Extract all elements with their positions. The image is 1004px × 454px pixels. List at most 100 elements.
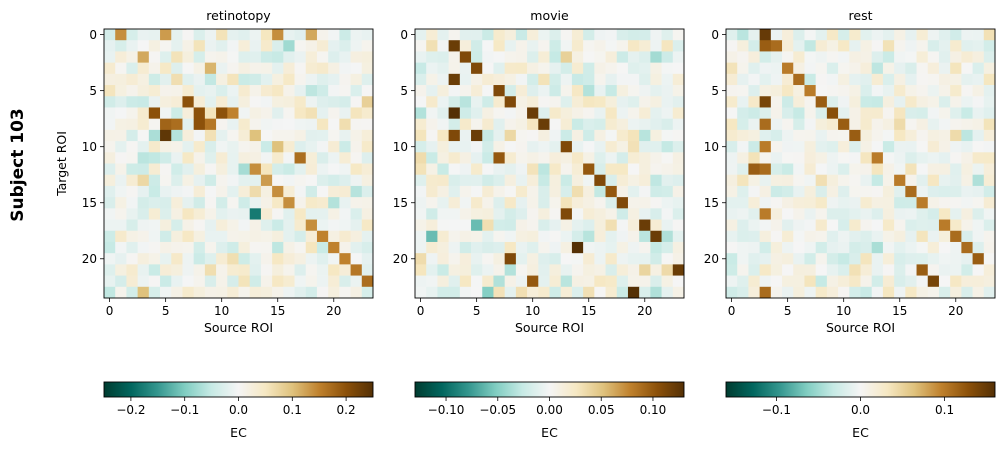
heatmap-cell	[471, 264, 483, 276]
heatmap-cell	[493, 29, 506, 41]
heatmap-cell	[115, 152, 127, 164]
heatmap-cell	[316, 275, 329, 288]
heatmap-cell	[249, 85, 262, 97]
heatmap-cell	[627, 107, 640, 120]
heatmap-cell	[916, 85, 929, 97]
x-tick-label: 0	[728, 304, 736, 318]
heatmap-cell	[361, 85, 374, 97]
heatmap-cell	[594, 62, 606, 75]
heatmap-cell	[415, 40, 427, 52]
heatmap-cell	[361, 141, 374, 153]
heatmap-cell	[193, 219, 206, 232]
heatmap-cell	[459, 62, 472, 75]
heatmap-cell	[437, 152, 449, 164]
heatmap-cell	[538, 107, 550, 120]
heatmap-cell	[126, 107, 138, 120]
heatmap-cell	[860, 96, 873, 108]
heatmap-cell	[894, 73, 906, 86]
heatmap-cell	[770, 208, 783, 220]
heatmap-cell	[238, 219, 251, 232]
heatmap-cell	[504, 107, 517, 120]
heatmap-cell	[583, 286, 595, 299]
heatmap-cell	[493, 96, 506, 108]
heatmap-cell	[148, 219, 161, 232]
heatmap-cell	[448, 96, 461, 108]
heatmap-cell	[672, 96, 685, 108]
heatmap-cell	[950, 96, 962, 108]
heatmap-cell	[860, 29, 873, 41]
heatmap-cell	[515, 118, 528, 131]
heatmap-cell	[983, 129, 996, 142]
heatmap-cell	[894, 29, 906, 41]
heatmap-cell	[437, 197, 449, 209]
y-tick-label: 0	[89, 28, 97, 42]
heatmap-cell	[882, 51, 895, 63]
heatmap-cell	[294, 208, 307, 220]
heatmap-cell	[650, 174, 662, 187]
heatmap-cell	[549, 118, 562, 131]
heatmap-cell	[894, 85, 906, 97]
heatmap-cell	[260, 107, 273, 120]
heatmap-cell	[838, 174, 850, 187]
heatmap-cell	[804, 197, 817, 209]
heatmap-cell	[305, 107, 318, 120]
heatmap-cell	[583, 264, 595, 276]
x-tick-label: 0	[417, 304, 425, 318]
heatmap-cell	[627, 286, 640, 299]
heatmap-cell	[126, 241, 138, 254]
heatmap-cell	[448, 185, 461, 198]
heatmap-cell	[938, 185, 951, 198]
heatmap-cell	[350, 185, 363, 198]
heatmap-cell	[272, 185, 284, 198]
heatmap-cell	[227, 174, 239, 187]
heatmap-cell	[493, 219, 506, 232]
y-tick-label: 20	[704, 252, 719, 266]
heatmap-cell	[482, 62, 494, 75]
heatmap-cell	[294, 163, 307, 176]
heatmap-cell	[661, 286, 674, 299]
x-tick-label: 20	[637, 304, 652, 318]
heatmap-cell	[527, 51, 539, 63]
heatmap-cell	[605, 107, 618, 120]
heatmap-cell	[770, 62, 783, 75]
heatmap-cell	[426, 152, 438, 164]
heatmap-cell	[639, 174, 651, 187]
heatmap-cell	[328, 230, 340, 243]
heatmap-cell	[838, 51, 850, 63]
heatmap-cell	[328, 286, 340, 299]
heatmap-cell	[672, 141, 685, 153]
heatmap-cell	[961, 107, 973, 120]
colorbar-label: EC	[230, 425, 247, 440]
heatmap-cell	[782, 253, 794, 265]
heatmap-cell	[339, 85, 351, 97]
heatmap-cell	[605, 197, 618, 209]
heatmap-cell	[627, 96, 640, 108]
heatmap-cell	[193, 73, 206, 86]
heatmap-cell	[782, 73, 794, 86]
heatmap-cell	[260, 174, 273, 187]
heatmap-cell	[661, 241, 674, 254]
heatmap-cell	[328, 264, 340, 276]
heatmap-cell	[305, 96, 318, 108]
heatmap-cell	[415, 152, 427, 164]
heatmap-cell	[838, 253, 850, 265]
heatmap-cell	[737, 51, 749, 63]
heatmap-cell	[972, 241, 985, 254]
heatmap-cell	[305, 174, 318, 187]
heatmap-cell	[583, 152, 595, 164]
heatmap-cell	[759, 253, 772, 265]
heatmap-cell	[972, 118, 985, 131]
heatmap-cell	[938, 208, 951, 220]
heatmap-cell	[905, 96, 917, 108]
heatmap-cell	[193, 85, 206, 97]
heatmap-cell	[927, 29, 940, 41]
heatmap-cell	[871, 73, 884, 86]
heatmap-cell	[272, 51, 284, 63]
heatmap-cell	[983, 197, 996, 209]
heatmap-cell	[938, 152, 951, 164]
heatmap-cell	[815, 118, 828, 131]
heatmap-cell	[350, 163, 363, 176]
heatmap-cell	[759, 264, 772, 276]
heatmap-cell	[316, 85, 329, 97]
heatmap-cell	[339, 208, 351, 220]
